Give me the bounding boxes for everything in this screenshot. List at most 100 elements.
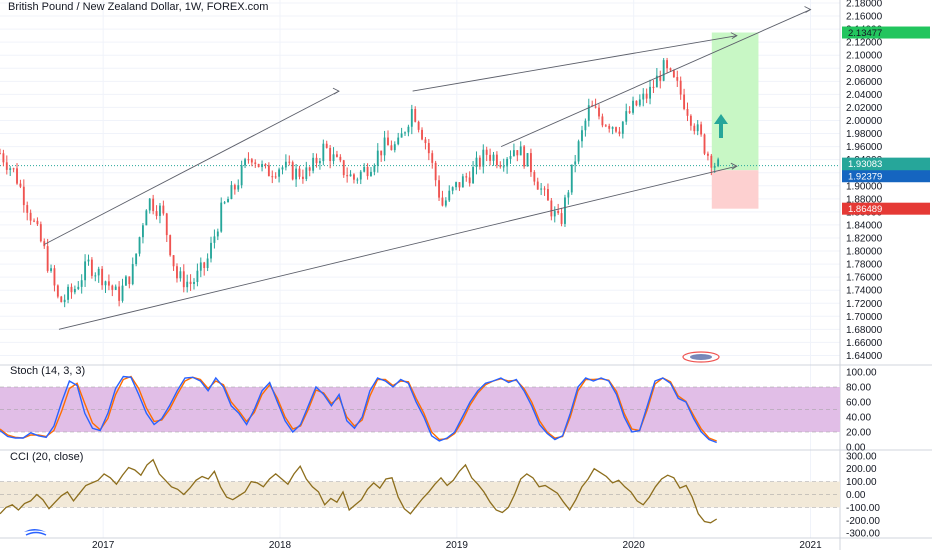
candle[interactable] — [553, 206, 556, 223]
candle[interactable] — [5, 155, 8, 175]
candle[interactable] — [390, 140, 393, 151]
candle[interactable] — [387, 130, 389, 146]
candle[interactable] — [662, 58, 665, 82]
candle[interactable] — [400, 127, 403, 138]
candle[interactable] — [679, 76, 682, 100]
candle[interactable] — [380, 150, 383, 162]
candle[interactable] — [587, 98, 590, 127]
candle[interactable] — [363, 163, 366, 173]
candle[interactable] — [39, 221, 42, 243]
candle[interactable] — [295, 164, 298, 187]
candle[interactable] — [346, 167, 349, 183]
candle[interactable] — [366, 163, 369, 180]
candle[interactable] — [478, 155, 481, 170]
candle[interactable] — [502, 158, 505, 172]
candle[interactable] — [22, 179, 25, 213]
candle[interactable] — [257, 163, 260, 168]
candle[interactable] — [107, 274, 110, 291]
candle[interactable] — [686, 102, 689, 122]
long-arrow-icon[interactable] — [714, 114, 728, 138]
candle[interactable] — [26, 201, 29, 221]
candle[interactable] — [536, 177, 539, 190]
candle[interactable] — [652, 80, 655, 94]
candle[interactable] — [162, 200, 165, 216]
candle[interactable] — [227, 196, 229, 203]
candle[interactable] — [370, 167, 372, 177]
candle[interactable] — [172, 254, 175, 271]
candle[interactable] — [254, 159, 257, 168]
candle[interactable] — [325, 140, 328, 149]
trendline[interactable] — [412, 35, 737, 92]
candle[interactable] — [342, 159, 345, 178]
candle[interactable] — [533, 170, 536, 186]
trendline[interactable] — [500, 9, 811, 148]
candle[interactable] — [499, 161, 502, 169]
candle[interactable] — [84, 254, 87, 287]
candle[interactable] — [305, 161, 308, 182]
stochastic-panel[interactable] — [0, 375, 840, 444]
candle[interactable] — [77, 281, 80, 291]
candle[interactable] — [233, 183, 236, 195]
candle[interactable] — [70, 283, 73, 299]
candle[interactable] — [244, 157, 246, 169]
candle[interactable] — [649, 79, 651, 105]
candle[interactable] — [261, 160, 263, 172]
candle[interactable] — [645, 88, 648, 104]
candle[interactable] — [12, 167, 15, 173]
candle[interactable] — [441, 190, 444, 207]
candle[interactable] — [46, 238, 49, 273]
candle[interactable] — [193, 278, 195, 290]
candle[interactable] — [359, 170, 362, 185]
candle[interactable] — [220, 197, 223, 233]
candle[interactable] — [567, 189, 570, 205]
candle[interactable] — [577, 139, 580, 165]
candle[interactable] — [240, 160, 243, 189]
candle[interactable] — [458, 182, 461, 191]
candle[interactable] — [213, 229, 216, 249]
candle[interactable] — [621, 121, 624, 139]
candle[interactable] — [36, 217, 39, 226]
candle[interactable] — [461, 173, 464, 188]
candle[interactable] — [73, 285, 76, 295]
candle[interactable] — [601, 113, 604, 128]
candle[interactable] — [315, 153, 318, 168]
candle[interactable] — [700, 121, 703, 137]
candle[interactable] — [703, 133, 706, 156]
candle[interactable] — [104, 280, 107, 293]
candle[interactable] — [250, 157, 253, 167]
candle[interactable] — [353, 173, 355, 184]
candle[interactable] — [67, 284, 70, 304]
candle[interactable] — [237, 179, 240, 192]
candle[interactable] — [373, 163, 376, 176]
trendlines[interactable] — [44, 6, 812, 330]
candle[interactable] — [414, 106, 417, 123]
candle[interactable] — [526, 152, 529, 167]
candle[interactable] — [155, 205, 158, 220]
candle[interactable] — [598, 104, 600, 120]
candle[interactable] — [206, 253, 209, 272]
candle[interactable] — [421, 127, 423, 141]
candle[interactable] — [393, 141, 396, 153]
candle[interactable] — [56, 284, 59, 299]
candle[interactable] — [438, 175, 440, 201]
candle[interactable] — [329, 144, 332, 169]
candle[interactable] — [223, 200, 226, 205]
candle[interactable] — [642, 88, 645, 107]
candle[interactable] — [210, 236, 212, 263]
candle[interactable] — [281, 165, 284, 175]
candle[interactable] — [176, 263, 178, 283]
candle[interactable] — [349, 170, 352, 177]
candle[interactable] — [298, 165, 301, 180]
candle[interactable] — [519, 141, 522, 156]
candle[interactable] — [683, 88, 686, 111]
candle[interactable] — [145, 209, 148, 226]
candle[interactable] — [608, 123, 611, 133]
candle[interactable] — [203, 261, 206, 276]
candle[interactable] — [543, 186, 546, 196]
candle[interactable] — [118, 281, 121, 307]
candle[interactable] — [142, 222, 144, 244]
candle[interactable] — [696, 120, 699, 136]
candle[interactable] — [482, 144, 485, 174]
candle[interactable] — [189, 274, 192, 291]
candle[interactable] — [101, 266, 104, 290]
